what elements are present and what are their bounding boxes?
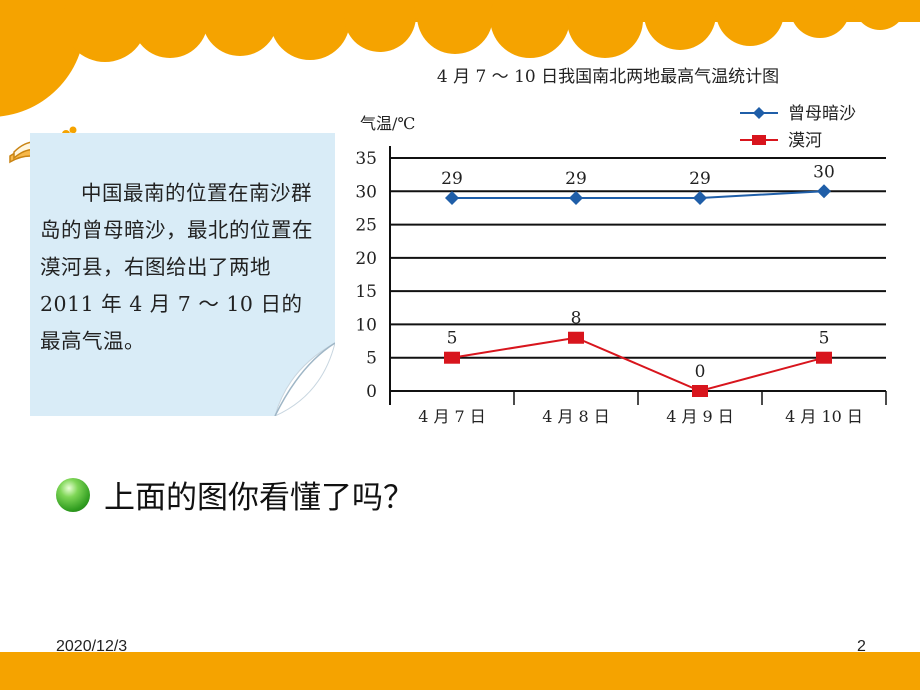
cloud-shape — [0, 0, 920, 117]
data-point — [816, 351, 832, 364]
x-tick-label: 4 月 10 日 — [785, 407, 863, 426]
series-line — [452, 190, 825, 199]
data-label: 0 — [695, 362, 706, 382]
y-axis-label: 气温/℃ — [360, 114, 415, 133]
data-label: 5 — [819, 329, 830, 349]
page-number: 2 — [857, 638, 866, 655]
series-layer: 29 29 29 30 5 8 0 5 — [441, 162, 835, 397]
x-tick-label: 4 月 9 日 — [666, 407, 734, 426]
y-tick-label: 5 — [366, 349, 377, 369]
y-tick-label: 30 — [355, 182, 377, 202]
data-point — [445, 190, 459, 205]
green-bullet-icon — [56, 477, 90, 512]
y-tick-label: 15 — [355, 282, 377, 302]
y-tick-label: 35 — [355, 149, 377, 169]
y-tick-labels: 0 5 10 15 20 25 30 35 — [355, 149, 377, 402]
x-tick-label: 4 月 8 日 — [542, 407, 610, 426]
data-label: 5 — [447, 329, 458, 349]
x-tick-label: 4 月 7 日 — [418, 407, 486, 426]
legend-marker — [752, 135, 766, 145]
data-point — [693, 190, 707, 205]
chart-title: 4 月 7 ～ 10 日我国南北两地最高气温统计图 — [437, 67, 779, 87]
y-tick-label: 25 — [355, 216, 377, 236]
question-text: 上面的图你看懂了吗？ — [104, 480, 414, 516]
data-point — [569, 190, 583, 205]
legend-label: 漠河 — [788, 131, 822, 151]
footer-date: 2020/12/3 — [56, 638, 128, 655]
grid-lines — [390, 157, 886, 359]
series-line — [451, 336, 825, 393]
y-tick-label: 0 — [366, 382, 377, 402]
note-text: 中国最南的位置在南沙群岛的曾母暗沙，最北的位置在漠河县，右图给出了两地 2011… — [40, 181, 313, 353]
y-tick-label: 20 — [355, 249, 377, 269]
x-axis: 4 月 7 日 4 月 8 日 4 月 9 日 4 月 10 日 — [389, 146, 887, 426]
legend-marker — [753, 107, 765, 119]
data-point — [692, 385, 708, 397]
data-label: 29 — [565, 169, 587, 189]
question-row: 上面的图你看懂了吗？ — [56, 472, 414, 517]
footer-bar — [0, 652, 920, 690]
data-label: 29 — [689, 169, 711, 189]
cloud-banner — [0, 0, 920, 117]
data-point — [444, 351, 460, 364]
data-label: 8 — [571, 309, 582, 329]
y-tick-label: 10 — [355, 315, 377, 335]
note-card — [30, 133, 335, 416]
legend-label: 曾母暗沙 — [788, 104, 856, 124]
data-label: 30 — [813, 162, 835, 182]
data-point — [568, 331, 584, 344]
data-point — [817, 184, 831, 199]
data-label: 29 — [441, 169, 463, 189]
